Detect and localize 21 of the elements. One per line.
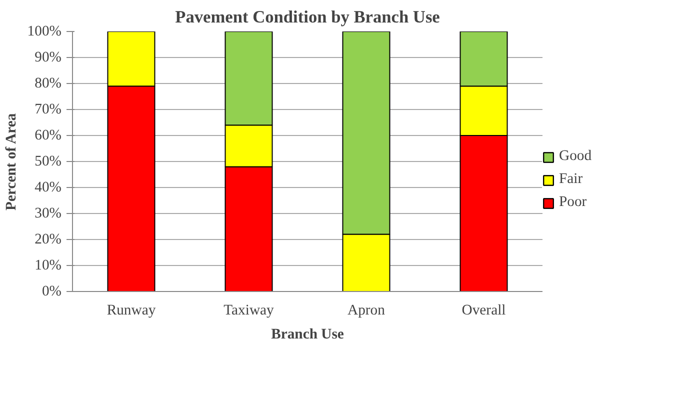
y-tick-label: 10% [34, 258, 62, 274]
x-tick-label: Apron [348, 302, 386, 318]
y-tick-label: 80% [34, 76, 62, 92]
y-tick-label: 20% [34, 232, 62, 248]
x-axis-title: Branch Use [271, 326, 344, 342]
y-axis-title: Percent of Area [3, 112, 20, 210]
legend-label: Good [559, 148, 592, 165]
y-tick-label: 30% [34, 206, 62, 222]
y-tick-label: 50% [34, 154, 62, 170]
y-tick-label: 0% [42, 284, 62, 300]
legend-label: Poor [559, 194, 587, 211]
y-tick-label: 40% [34, 180, 62, 196]
x-tick-label: Overall [462, 302, 506, 318]
y-tick-label: 60% [34, 128, 62, 144]
y-tick-label: 90% [34, 50, 62, 66]
legend-label: Fair [559, 171, 583, 188]
y-tick-label: 100% [27, 24, 62, 40]
y-tick-label: 70% [34, 102, 62, 118]
chart-title: Pavement Condition by Branch Use [175, 8, 440, 26]
x-tick-label: Taxiway [224, 302, 275, 318]
x-tick-label: Runway [106, 302, 156, 318]
